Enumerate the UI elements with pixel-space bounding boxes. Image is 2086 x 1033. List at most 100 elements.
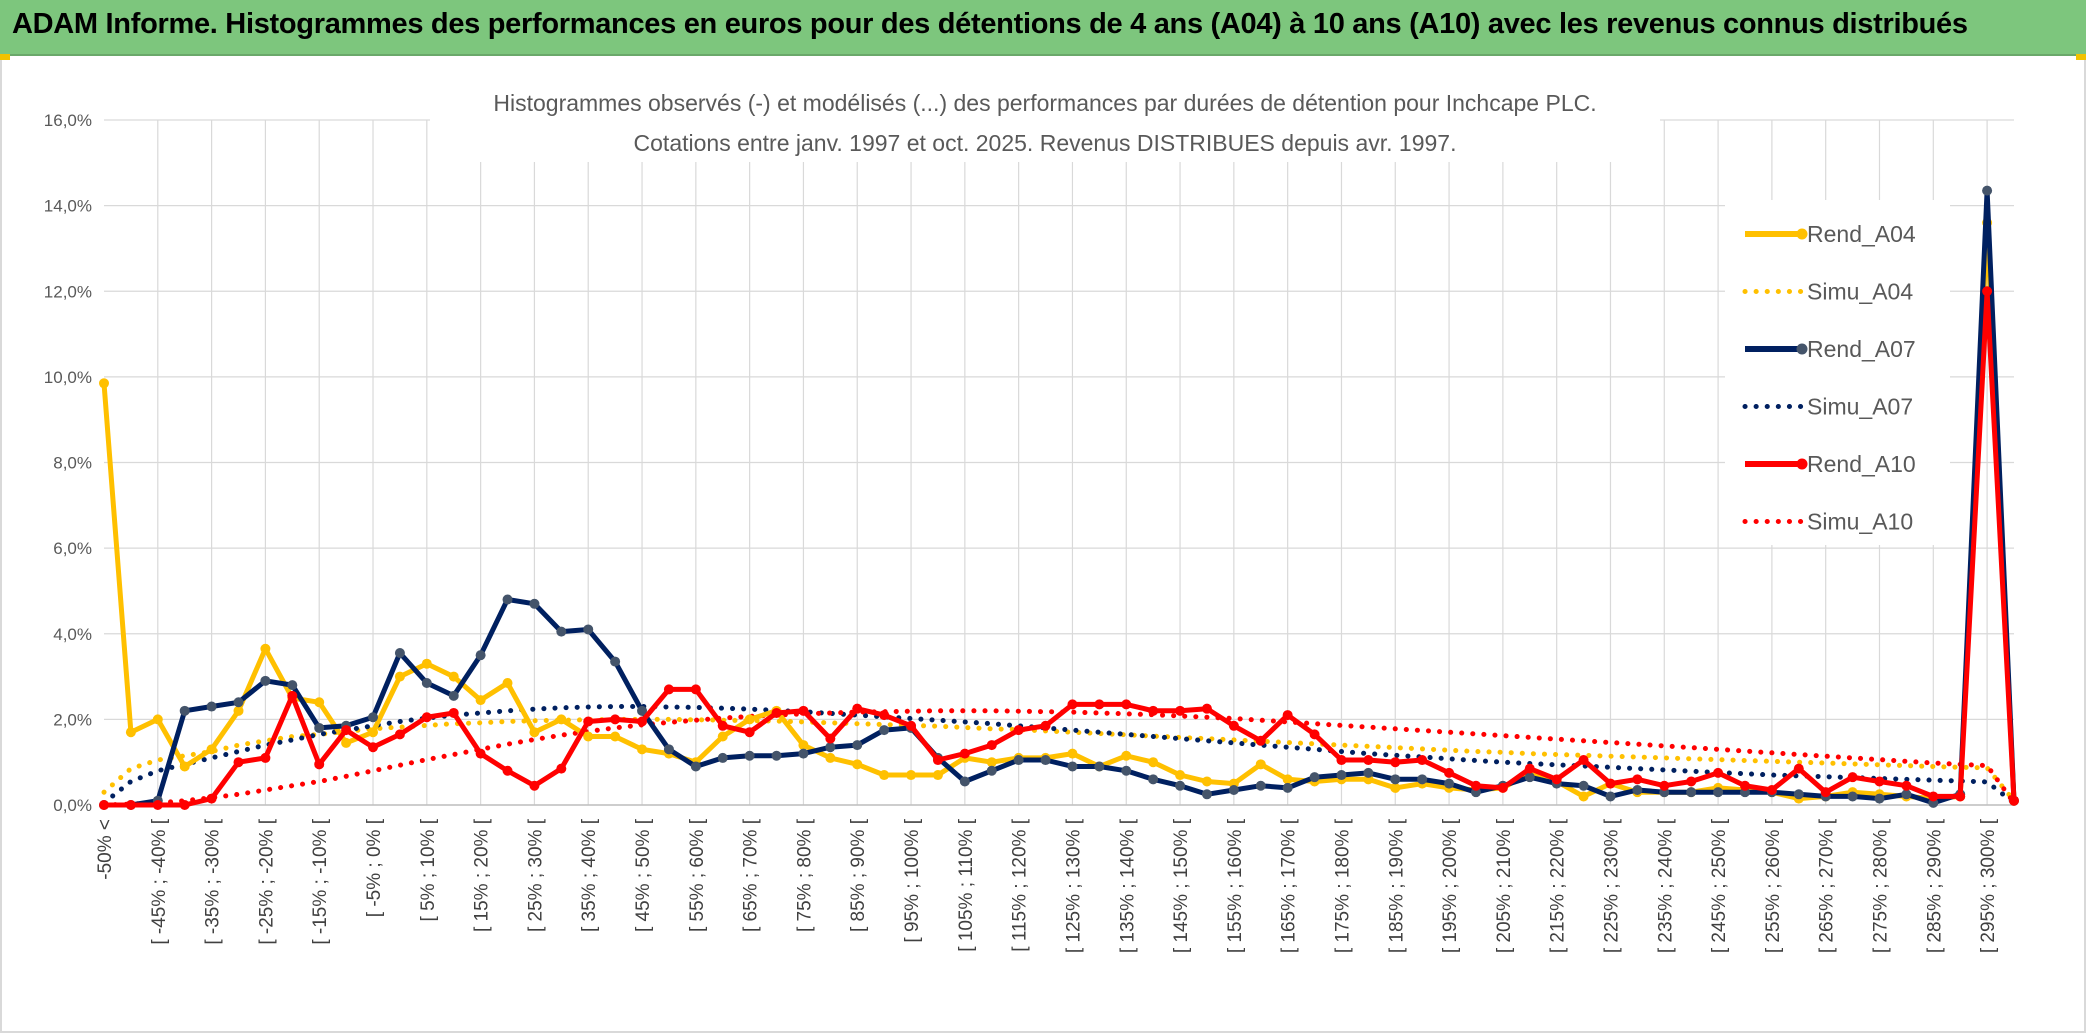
x-tick-label: [ 35% ; 40% [ (579, 818, 600, 932)
x-tick-label: [ 15% ; 20% [ (472, 818, 493, 932)
x-tick-label: [ 85% ; 90% [ (848, 818, 869, 932)
data-point-rend-a04 (610, 731, 621, 742)
data-point-rend-a10 (529, 780, 540, 791)
data-point-rend-a10 (1793, 763, 1804, 774)
data-point-rend-a07 (394, 648, 405, 659)
data-point-rend-a07 (825, 742, 836, 753)
y-tick-label: 4,0% (53, 625, 92, 644)
data-point-rend-a07 (1067, 761, 1078, 772)
data-point-rend-a07 (206, 701, 217, 712)
x-tick-label: [ 125% ; 130% [ (1063, 818, 1084, 953)
data-point-rend-a10 (1874, 776, 1885, 787)
data-point-rend-a04 (1201, 776, 1212, 787)
data-point-rend-a04 (233, 705, 244, 716)
chart-series (99, 185, 2019, 810)
data-point-rend-a07 (717, 752, 728, 763)
data-point-rend-a07 (798, 748, 809, 759)
data-point-rend-a10 (1336, 755, 1347, 766)
data-point-rend-a10 (1551, 774, 1562, 785)
data-point-rend-a10 (879, 710, 890, 721)
data-point-rend-a07 (1686, 787, 1697, 798)
data-point-rend-a10 (233, 757, 244, 768)
data-point-rend-a10 (1013, 725, 1024, 736)
legend-label: Simu_A04 (1807, 279, 1913, 305)
data-point-rend-a07 (421, 677, 432, 688)
x-tick-label: [ 45% ; 50% [ (633, 818, 654, 932)
data-point-rend-a07 (1605, 791, 1616, 802)
x-tick-label: [ 225% ; 230% [ (1601, 818, 1622, 953)
data-point-rend-a10 (1632, 774, 1643, 785)
x-tick-label: [ 25% ; 30% [ (525, 818, 546, 932)
data-point-rend-a04 (879, 770, 890, 781)
data-point-rend-a07 (1390, 774, 1401, 785)
data-point-rend-a04 (475, 695, 486, 706)
data-point-rend-a10 (1820, 787, 1831, 798)
data-point-rend-a07 (1417, 774, 1428, 785)
series-line-simu-a10 (101, 708, 2017, 808)
data-point-rend-a07 (314, 722, 325, 733)
legend-label: Rend_A04 (1807, 221, 1916, 247)
data-point-rend-a07 (1121, 765, 1132, 776)
data-point-rend-a10 (1713, 767, 1724, 778)
x-tick-label: [ 255% ; 260% [ (1763, 818, 1784, 953)
x-tick-label: [ 195% ; 200% [ (1440, 818, 1461, 953)
data-point-rend-a07 (771, 750, 782, 761)
data-point-rend-a10 (260, 752, 271, 763)
data-point-rend-a10 (1982, 286, 1993, 297)
data-point-rend-a10 (287, 690, 298, 701)
data-point-rend-a07 (1363, 767, 1374, 778)
data-point-rend-a10 (1201, 703, 1212, 714)
data-point-rend-a10 (1766, 785, 1777, 796)
y-tick-label: 0,0% (53, 796, 92, 815)
data-point-rend-a07 (1444, 778, 1455, 789)
x-tick-label: [ 185% ; 190% [ (1386, 818, 1407, 953)
data-point-rend-a07 (986, 765, 997, 776)
data-point-rend-a07 (287, 680, 298, 691)
data-point-rend-a04 (502, 677, 513, 688)
data-point-rend-a07 (1713, 787, 1724, 798)
data-point-rend-a10 (421, 712, 432, 723)
data-point-rend-a04 (932, 770, 943, 781)
legend-marker (1796, 343, 1808, 355)
data-point-rend-a10 (986, 740, 997, 751)
data-point-rend-a04 (825, 752, 836, 763)
data-point-rend-a07 (1013, 755, 1024, 766)
data-point-rend-a04 (1578, 791, 1589, 802)
data-point-rend-a10 (1497, 782, 1508, 793)
data-point-rend-a10 (2009, 795, 2019, 806)
chart-title-line-2: Cotations entre janv. 1997 et oct. 2025.… (634, 130, 1457, 156)
corner-mark-left (0, 54, 10, 60)
x-tick-label: [ 75% ; 80% [ (794, 818, 815, 932)
x-tick-label: [ 175% ; 180% [ (1332, 818, 1353, 953)
data-point-rend-a10 (959, 748, 970, 759)
data-point-rend-a10 (771, 707, 782, 718)
data-point-rend-a07 (179, 705, 190, 716)
data-point-rend-a07 (744, 750, 755, 761)
legend-label: Rend_A10 (1807, 451, 1916, 477)
data-point-rend-a10 (1955, 791, 1966, 802)
data-point-rend-a10 (1417, 755, 1428, 766)
x-tick-label: [ -25% ; -20% [ (256, 818, 277, 944)
y-tick-label: 12,0% (44, 282, 92, 301)
data-point-rend-a07 (1175, 780, 1186, 791)
data-point-rend-a07 (852, 740, 863, 751)
data-point-rend-a07 (368, 712, 379, 723)
data-point-rend-a04 (341, 737, 352, 748)
data-point-rend-a10 (663, 684, 674, 695)
data-point-rend-a04 (152, 714, 163, 725)
corner-mark-right (2076, 54, 2086, 60)
x-tick-label: [ 135% ; 140% [ (1117, 818, 1138, 953)
data-point-rend-a07 (690, 761, 701, 772)
data-point-rend-a04 (556, 714, 567, 725)
data-point-rend-a07 (1255, 780, 1266, 791)
data-point-rend-a04 (1067, 748, 1078, 759)
data-point-rend-a07 (1282, 782, 1293, 793)
chart-grid (104, 119, 2014, 806)
x-tick-label: [ -45% ; -40% [ (149, 818, 170, 944)
data-point-rend-a10 (906, 720, 917, 731)
data-point-rend-a07 (1228, 785, 1239, 796)
series-line-simu-a04 (101, 716, 2017, 804)
legend-label: Simu_A10 (1807, 509, 1913, 535)
data-point-rend-a10 (1686, 776, 1697, 787)
data-point-rend-a07 (233, 697, 244, 708)
